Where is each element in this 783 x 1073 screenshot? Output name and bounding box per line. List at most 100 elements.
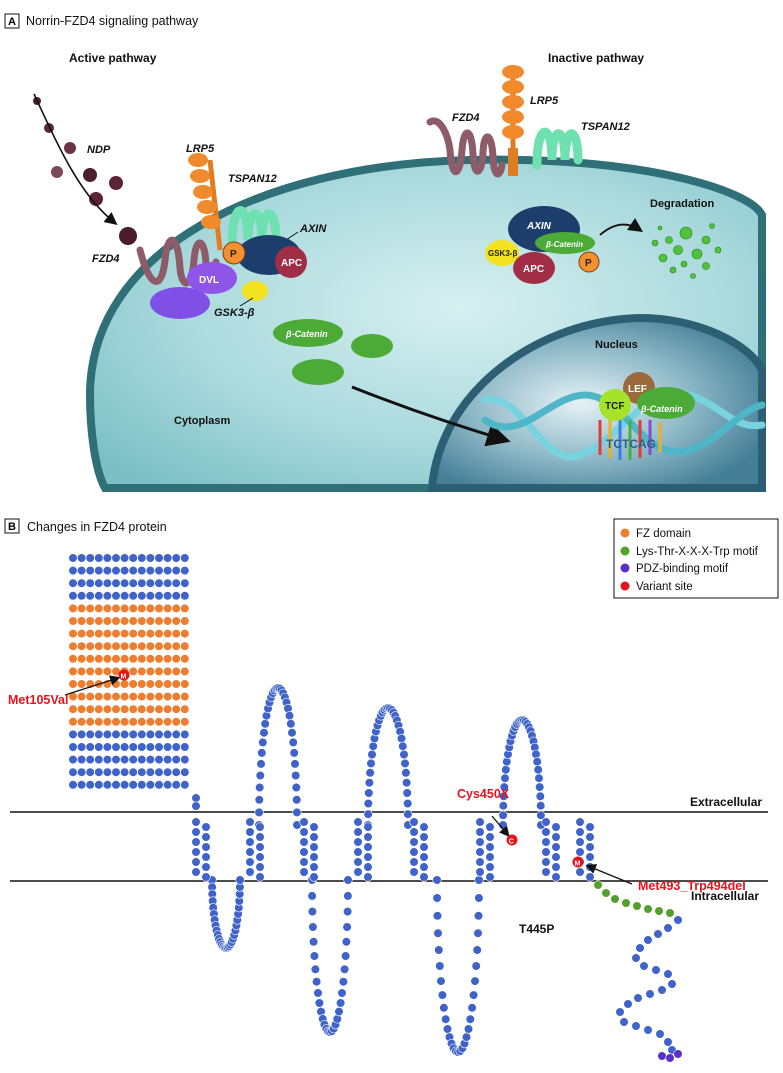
n-terminal-residue — [137, 591, 147, 601]
transmembrane-residue — [255, 842, 265, 852]
n-terminal-residue — [76, 591, 87, 601]
transmembrane-residue — [541, 867, 551, 877]
n-terminal-residue — [137, 679, 147, 689]
axin-active-label: AXIN — [299, 223, 327, 235]
n-terminal-residue — [119, 553, 130, 563]
n-terminal-residue — [76, 780, 87, 790]
bcat-inactive-label: β-Catenin — [545, 240, 583, 249]
n-terminal-residue — [171, 729, 181, 740]
extracellular-loop-residue — [292, 807, 302, 818]
transmembrane-residue — [409, 837, 419, 847]
n-terminal-residue — [94, 717, 104, 727]
n-terminal-residue — [68, 754, 78, 765]
n-terminal-residue — [102, 729, 112, 740]
extracellular-loop-residue — [498, 810, 508, 820]
extracellular-loop-residue — [368, 741, 378, 751]
extracellular-label: Extracellular — [690, 795, 762, 809]
n-terminal-residue — [145, 729, 155, 740]
transmembrane-residue — [363, 872, 373, 882]
n-terminal-residue — [137, 553, 147, 563]
transmembrane-residue — [309, 862, 319, 872]
n-terminal-residue — [154, 717, 164, 727]
intracellular-loop-residue — [338, 977, 349, 987]
n-terminal-residue — [111, 691, 121, 702]
n-terminal-residue — [137, 578, 147, 588]
n-terminal-residue — [171, 553, 181, 563]
n-terminal-residue — [163, 742, 173, 752]
n-terminal-residue — [76, 654, 87, 664]
c-terminal-residue — [631, 953, 641, 963]
transmembrane-residue — [575, 867, 585, 877]
n-terminal-residue — [94, 553, 104, 563]
intracellular-loop-residue — [235, 875, 245, 885]
transmembrane-residue — [485, 852, 495, 862]
n-terminal-residue — [154, 565, 164, 576]
n-terminal-residue — [171, 754, 181, 765]
n-terminal-residue — [68, 641, 78, 651]
intracellular-loop-residue — [432, 911, 443, 921]
n-terminal-residue — [102, 780, 112, 790]
pdz-residue — [665, 1053, 675, 1063]
n-terminal-residue — [145, 654, 155, 664]
intracellular-loop-residue — [341, 951, 351, 961]
n-terminal-residue — [102, 717, 112, 727]
n-terminal-residue — [102, 654, 112, 664]
c-terminal-residue — [663, 969, 673, 979]
n-terminal-residue — [171, 654, 181, 664]
n-terminal-residue — [180, 603, 190, 614]
extracellular-loop-residue — [286, 719, 296, 729]
c-terminal-residue — [619, 1017, 629, 1027]
n-terminal-residue — [94, 691, 104, 702]
n-terminal-residue — [137, 565, 147, 576]
n-terminal-residue — [145, 578, 155, 588]
n-terminal-residue — [128, 742, 138, 752]
extracellular-loop-residue — [400, 758, 410, 769]
extracellular-loop-residue — [284, 711, 295, 721]
extracellular-loop-residue — [499, 791, 509, 801]
extracellular-loop-residue — [403, 798, 413, 809]
extracellular-loop-residue — [402, 778, 412, 788]
c-terminal-residue — [633, 993, 643, 1003]
linker-residue — [191, 793, 201, 803]
extracellular-loop-residue — [367, 749, 377, 760]
n-terminal-residue — [163, 666, 173, 677]
extracellular-loop-residue — [366, 758, 376, 769]
intracellular-loop-residue — [314, 998, 325, 1008]
intracellular-loop-residue — [433, 928, 443, 938]
transmembrane-residue — [309, 822, 319, 832]
transmembrane-residue — [585, 852, 595, 862]
n-terminal-residue — [68, 742, 78, 752]
transmembrane-residue — [551, 872, 561, 882]
n-terminal-residue — [94, 654, 104, 664]
n-terminal-residue — [145, 767, 155, 777]
transmembrane-residue — [191, 837, 201, 847]
t445p-label: T445P — [519, 922, 554, 936]
transmembrane-residue — [201, 822, 211, 832]
n-terminal-residue — [180, 780, 190, 790]
transmembrane-residue — [353, 827, 363, 837]
extracellular-loop-residue — [402, 788, 412, 798]
intracellular-loop-residue — [336, 998, 346, 1008]
transmembrane-residue — [419, 832, 429, 842]
transmembrane-residue — [201, 842, 211, 852]
n-terminal-residue — [128, 691, 138, 702]
n-terminal-residue — [145, 754, 155, 765]
n-terminal-residue — [94, 616, 104, 626]
p-active-label: P — [230, 249, 237, 260]
transmembrane-residue — [409, 827, 419, 837]
intracellular-loop-residue — [307, 891, 317, 901]
n-terminal-residue — [85, 591, 95, 601]
n-terminal-residue — [85, 641, 95, 651]
intracellular-loop-residue — [307, 906, 318, 917]
met493-label: Met493_Trp494del — [638, 879, 746, 893]
transmembrane-residue — [485, 822, 495, 832]
n-terminal-residue — [128, 654, 138, 664]
c-terminal-residue — [645, 989, 655, 999]
n-terminal-residue — [137, 666, 147, 677]
n-terminal-residue — [94, 742, 104, 752]
n-terminal-residue — [102, 704, 112, 714]
motif-residue — [632, 901, 642, 911]
n-terminal-residue — [85, 654, 95, 664]
extracellular-loop-residue — [364, 788, 374, 798]
n-terminal-residue — [154, 691, 164, 702]
